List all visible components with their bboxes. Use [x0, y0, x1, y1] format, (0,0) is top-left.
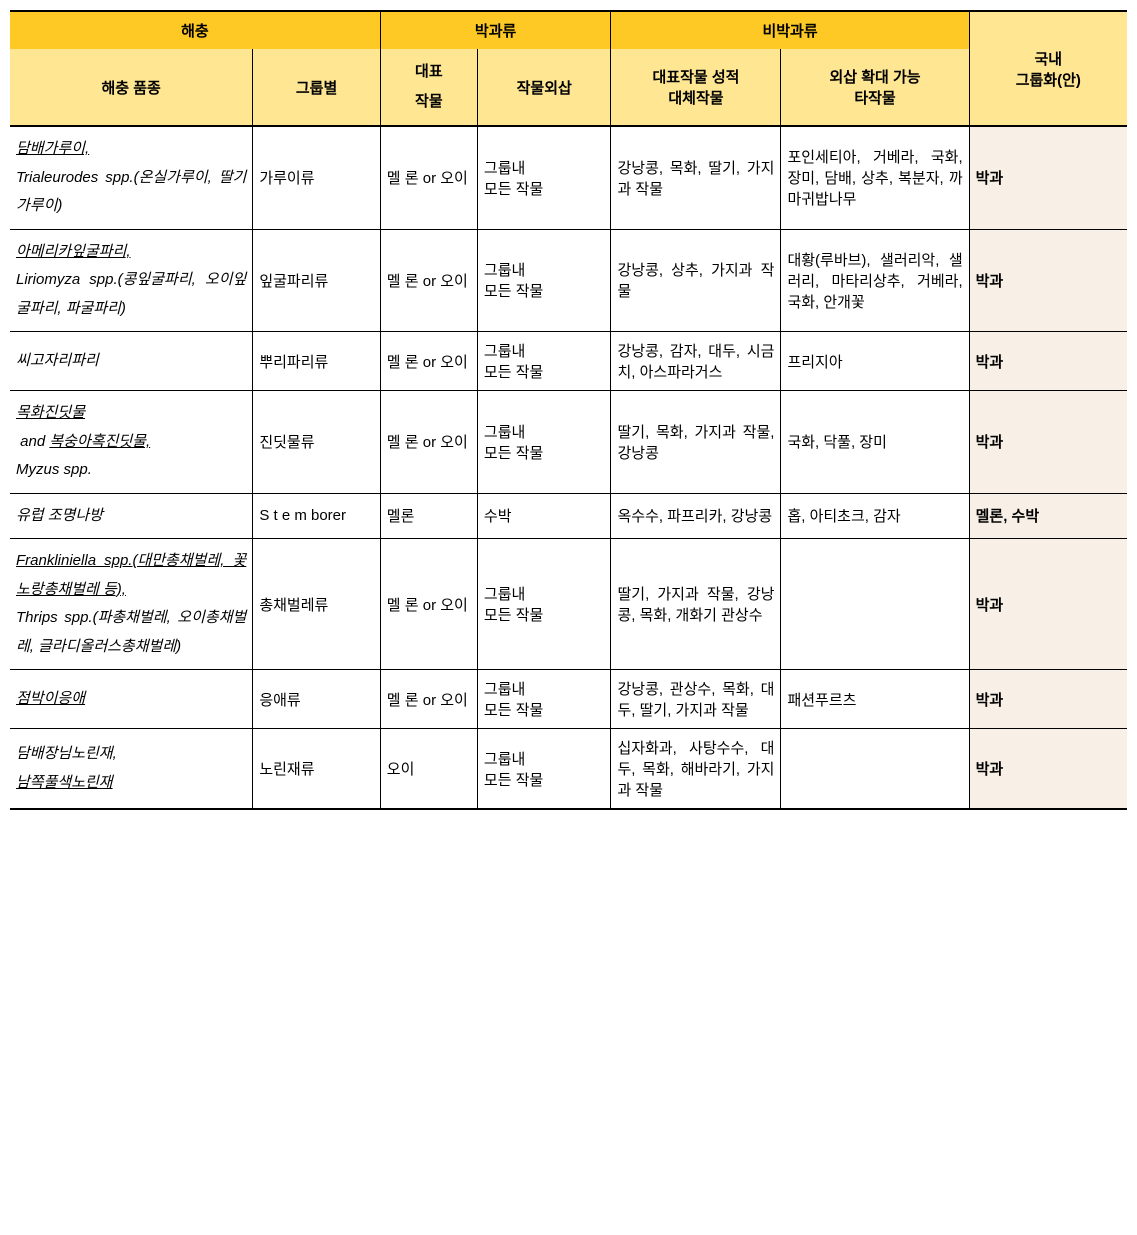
cell-species: 아메리카잎굴파리,Liriomyza spp.(콩잎굴파리, 오이잎굴파리, 파… [10, 229, 253, 332]
header-substitute: 대표작물 성적 대체작물 [611, 49, 781, 126]
cell-rep-crop: 멜 론 or 오이 [380, 670, 477, 729]
cell-other: 홉, 아티초크, 감자 [781, 493, 969, 539]
cell-other [781, 729, 969, 810]
cell-group: S t e m borer [253, 493, 380, 539]
table-row: 목화진딧물 and 복숭아혹진딧물,Myzus spp.진딧물류멜 론 or 오… [10, 391, 1127, 494]
cell-rep-crop: 멜론 [380, 493, 477, 539]
cell-domestic: 멜론, 수박 [969, 493, 1127, 539]
cell-substitute: 십자화과, 사탕수수, 대두, 목화, 해바라기, 가지과 작물 [611, 729, 781, 810]
cell-extrapolation: 그룹내 모든 작물 [477, 670, 611, 729]
cell-domestic: 박과 [969, 332, 1127, 391]
cell-species: 유럽 조명나방 [10, 493, 253, 539]
cell-other: 대황(루바브), 샐러리악, 샐러리, 마타리상추, 거베라, 국화, 안개꽃 [781, 229, 969, 332]
cell-domestic: 박과 [969, 729, 1127, 810]
cell-domestic: 박과 [969, 391, 1127, 494]
cell-extrapolation: 그룹내 모든 작물 [477, 539, 611, 670]
table-row: 점박이응애응애류멜 론 or 오이그룹내 모든 작물강낭콩, 관상수, 목화, … [10, 670, 1127, 729]
cell-species: 씨고자리파리 [10, 332, 253, 391]
cell-species: Frankliniella spp.(대만총채벌레, 꽃노랑총채벌레 등),Th… [10, 539, 253, 670]
cell-group: 총채벌레류 [253, 539, 380, 670]
header-group: 그룹별 [253, 49, 380, 126]
cell-rep-crop: 멜 론 or 오이 [380, 539, 477, 670]
cell-extrapolation: 그룹내 모든 작물 [477, 391, 611, 494]
cell-rep-crop: 멜 론 or 오이 [380, 332, 477, 391]
cell-substitute: 강낭콩, 감자, 대두, 시금치, 아스파라거스 [611, 332, 781, 391]
cell-species: 점박이응애 [10, 670, 253, 729]
cell-extrapolation: 수박 [477, 493, 611, 539]
cell-rep-crop: 멜 론 or 오이 [380, 391, 477, 494]
cell-substitute: 딸기, 목화, 가지과 작물, 강낭콩 [611, 391, 781, 494]
cell-other: 패션푸르츠 [781, 670, 969, 729]
cell-rep-crop: 오이 [380, 729, 477, 810]
cell-rep-crop: 멜 론 or 오이 [380, 229, 477, 332]
cell-domestic: 박과 [969, 670, 1127, 729]
header-pest: 해충 [10, 11, 380, 49]
cell-species: 목화진딧물 and 복숭아혹진딧물,Myzus spp. [10, 391, 253, 494]
header-other: 외삽 확대 가능 타작물 [781, 49, 969, 126]
cell-domestic: 박과 [969, 126, 1127, 229]
table-row: 아메리카잎굴파리,Liriomyza spp.(콩잎굴파리, 오이잎굴파리, 파… [10, 229, 1127, 332]
cell-other: 국화, 닥풀, 장미 [781, 391, 969, 494]
cell-substitute: 딸기, 가지과 작물, 강낭콩, 목화, 개화기 관상수 [611, 539, 781, 670]
cell-group: 진딧물류 [253, 391, 380, 494]
table-row: 씨고자리파리뿌리파리류멜 론 or 오이그룹내 모든 작물강낭콩, 감자, 대두… [10, 332, 1127, 391]
cell-rep-crop: 멜 론 or 오이 [380, 126, 477, 229]
cell-extrapolation: 그룹내 모든 작물 [477, 729, 611, 810]
cell-substitute: 강낭콩, 목화, 딸기, 가지과 작물 [611, 126, 781, 229]
header-extrapolation: 작물외삽 [477, 49, 611, 126]
table-row: 유럽 조명나방S t e m borer멜론수박옥수수, 파프리카, 강낭콩홉,… [10, 493, 1127, 539]
cell-substitute: 강낭콩, 상추, 가지과 작물 [611, 229, 781, 332]
cell-substitute: 옥수수, 파프리카, 강낭콩 [611, 493, 781, 539]
cell-group: 잎굴파리류 [253, 229, 380, 332]
header-species: 해충 품종 [10, 49, 253, 126]
cell-extrapolation: 그룹내 모든 작물 [477, 229, 611, 332]
cell-other: 프리지아 [781, 332, 969, 391]
cell-other: 포인세티아, 거베라, 국화, 장미, 담배, 상추, 복분자, 까마귀밥나무 [781, 126, 969, 229]
cell-group: 노린재류 [253, 729, 380, 810]
cell-domestic: 박과 [969, 229, 1127, 332]
cell-extrapolation: 그룹내 모든 작물 [477, 126, 611, 229]
cell-domestic: 박과 [969, 539, 1127, 670]
table-row: Frankliniella spp.(대만총채벌레, 꽃노랑총채벌레 등),Th… [10, 539, 1127, 670]
cell-group: 가루이류 [253, 126, 380, 229]
header-non-cucurbits: 비박과류 [611, 11, 969, 49]
cell-group: 뿌리파리류 [253, 332, 380, 391]
pest-table: 해충 박과류 비박과류 국내 그룹화(안) 해충 품종 그룹별 대표 작물 작물… [10, 10, 1127, 810]
cell-species: 담배장님노린재,남쪽풀색노린재 [10, 729, 253, 810]
header-rep-crop: 대표 작물 [380, 49, 477, 126]
table-row: 담배장님노린재,남쪽풀색노린재노린재류오이그룹내 모든 작물십자화과, 사탕수수… [10, 729, 1127, 810]
header-cucurbits: 박과류 [380, 11, 611, 49]
table-row: 담배가루이,Trialeurodes spp.(온실가루이, 딸기가루이)가루이… [10, 126, 1127, 229]
cell-extrapolation: 그룹내 모든 작물 [477, 332, 611, 391]
cell-other [781, 539, 969, 670]
header-domestic: 국내 그룹화(안) [969, 11, 1127, 126]
cell-group: 응애류 [253, 670, 380, 729]
cell-species: 담배가루이,Trialeurodes spp.(온실가루이, 딸기가루이) [10, 126, 253, 229]
cell-substitute: 강낭콩, 관상수, 목화, 대두, 딸기, 가지과 작물 [611, 670, 781, 729]
